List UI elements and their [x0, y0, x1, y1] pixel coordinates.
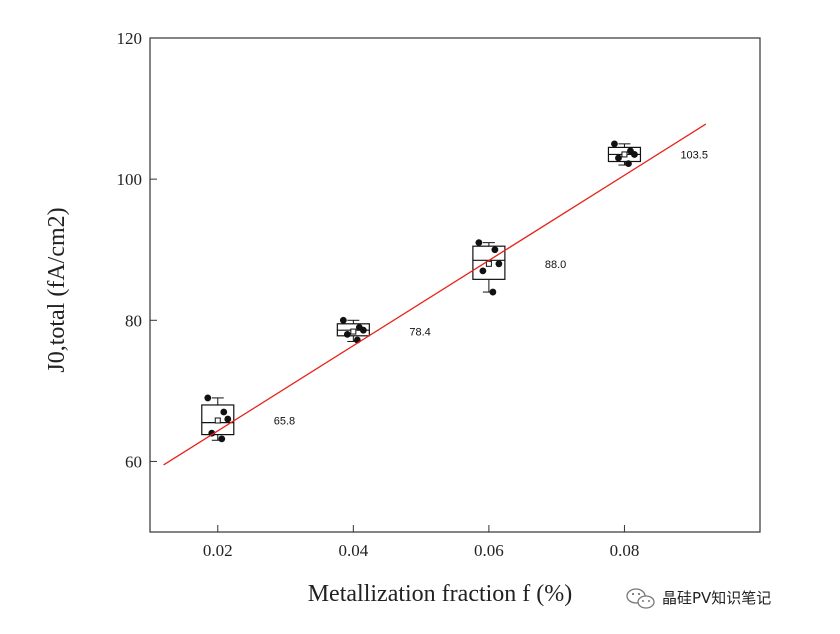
data-point: [475, 239, 483, 247]
data-point: [625, 160, 632, 168]
data-point: [615, 154, 622, 162]
data-point: [479, 267, 487, 275]
box-mean: [485, 260, 492, 267]
box-mean: [214, 417, 221, 424]
data-point: [220, 408, 228, 416]
fit-line: [163, 123, 707, 466]
box-mean: [350, 328, 357, 335]
data-point: [224, 415, 232, 423]
plot-frame: [149, 37, 761, 533]
y-axis-title: J0,total (fA/cm2): [44, 207, 70, 372]
mean-label: 88.0: [545, 259, 566, 271]
mean-label: 65.8: [274, 415, 295, 427]
wechat-icon: [626, 588, 655, 609]
data-point: [208, 429, 216, 437]
data-labels: 65.8 78.4 88.0 103.5: [274, 149, 708, 427]
mean-label: 103.5: [680, 149, 708, 161]
data-point: [631, 151, 638, 158]
data-point: [495, 260, 503, 268]
chart-marks: [201, 140, 642, 443]
data-point: [339, 316, 347, 324]
x-tick-label: 0.02: [203, 541, 233, 560]
axes: 60 80 100 120 0.02 0.04 0.06 0.08: [117, 29, 640, 560]
box-1: [336, 316, 370, 344]
x-axis-title: Metallization fraction f (%): [308, 581, 573, 607]
data-point: [489, 288, 497, 296]
data-point: [491, 246, 499, 254]
data-point: [611, 140, 618, 148]
x-tick-label: 0.04: [338, 541, 368, 560]
data-point: [218, 435, 226, 443]
data-point: [359, 326, 367, 334]
x-tick-label: 0.06: [474, 541, 504, 560]
mean-label: 78.4: [409, 327, 430, 339]
y-tick-label: 60: [125, 452, 142, 471]
x-tick-label: 0.08: [610, 541, 640, 560]
watermark-text: 晶硅PV知识笔记: [662, 589, 771, 607]
data-point: [343, 331, 351, 338]
y-tick-label: 120: [117, 29, 143, 48]
data-point: [204, 394, 212, 402]
y-tick-label: 80: [125, 311, 142, 330]
watermark: 晶硅PV知识笔记: [626, 588, 771, 609]
box-0: [201, 394, 235, 443]
box-mean: [621, 151, 628, 158]
box-3: [607, 140, 642, 168]
y-tick-label: 100: [117, 170, 143, 189]
